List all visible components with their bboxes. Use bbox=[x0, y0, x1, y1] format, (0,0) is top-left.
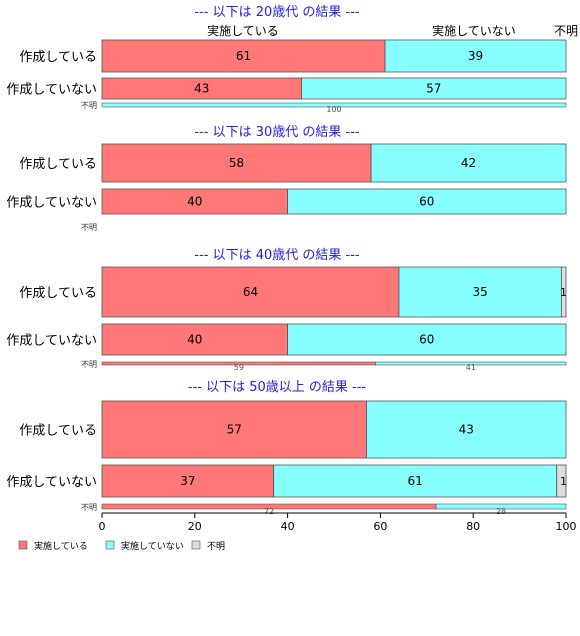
chart-group: --- 以下は 20歳代 の結果 --- 作成している 61 39 作成していない 43 5… bbox=[6, 5, 567, 114]
row-label: 作成している bbox=[19, 424, 97, 439]
bar-segment-not-implemented bbox=[101, 102, 567, 108]
bar-value-label: 41 bbox=[466, 363, 476, 372]
legend-swatch-implemented bbox=[18, 540, 28, 550]
legend-label-implemented: 実施している bbox=[34, 540, 88, 552]
bar-segment-implemented bbox=[101, 143, 372, 183]
group-title: --- 以下は 50歳以上 の結果 --- bbox=[188, 380, 367, 395]
legend: 実施している 実施していない 不明 bbox=[18, 540, 225, 552]
row-label: 作成していない bbox=[6, 196, 97, 211]
row-label: 作成している bbox=[19, 157, 97, 172]
bar-value-label: 60 bbox=[419, 333, 434, 347]
x-tick-label: 0 bbox=[99, 520, 106, 533]
bar-value-label: 43 bbox=[194, 82, 209, 96]
x-tick-label: 80 bbox=[466, 520, 480, 533]
row-label: 作成していない bbox=[6, 334, 97, 349]
x-tick-label: 60 bbox=[373, 520, 387, 533]
bar-segment-implemented bbox=[101, 39, 386, 73]
bar-value-label: 72 bbox=[264, 507, 274, 516]
bar-value-label: 40 bbox=[187, 195, 202, 209]
x-axis: 0 20 40 60 80 100 bbox=[99, 512, 577, 533]
group-title: --- 以下は 30歳代 の結果 --- bbox=[194, 125, 360, 140]
row-label: 作成している bbox=[19, 50, 97, 65]
chart-group: --- 以下は 30歳代 の結果 --- 作成している 58 42 作成していない 40 6… bbox=[6, 125, 567, 232]
bar-value-label: 37 bbox=[180, 474, 195, 488]
row-label: 不明 bbox=[81, 223, 97, 232]
legend-swatch-unknown bbox=[191, 540, 201, 550]
column-header-implemented: 実施している bbox=[207, 23, 279, 38]
bar-value-label: 42 bbox=[461, 156, 476, 170]
legend-label-unknown: 不明 bbox=[207, 541, 225, 552]
group-title: --- 以下は 20歳代 の結果 --- bbox=[194, 5, 360, 20]
row-label: 作成していない bbox=[6, 475, 97, 490]
bar-value-label: 57 bbox=[227, 423, 242, 437]
bar-value-label: 39 bbox=[468, 49, 483, 63]
bar-value-label: 58 bbox=[229, 156, 244, 170]
bar-value-label: 61 bbox=[408, 474, 423, 488]
bar-value-label: 35 bbox=[473, 285, 488, 299]
column-header-not-implemented: 実施していない bbox=[432, 23, 516, 38]
bar-segment-not-implemented bbox=[435, 503, 567, 510]
bar-value-label: 61 bbox=[236, 49, 251, 63]
bar-segment-not-implemented bbox=[398, 266, 562, 318]
bar-value-label: 60 bbox=[419, 195, 434, 209]
bar-segment-not-implemented bbox=[301, 77, 567, 100]
bar-segment-unknown bbox=[556, 464, 567, 498]
bar-value-label: 100 bbox=[326, 105, 341, 114]
chart-groups: --- 以下は 20歳代 の結果 --- 作成している 61 39 作成していない 43 5… bbox=[6, 5, 567, 516]
bar-segment-implemented bbox=[101, 266, 400, 318]
bar-segment-not-implemented bbox=[287, 188, 567, 215]
x-tick-label: 100 bbox=[556, 520, 577, 533]
bar-segment-not-implemented bbox=[287, 323, 567, 356]
bar-segment-not-implemented bbox=[384, 39, 567, 73]
bar-value-label: 40 bbox=[187, 333, 202, 347]
legend-label-not-implemented: 実施していない bbox=[121, 540, 184, 552]
bar-value-label: 64 bbox=[243, 285, 258, 299]
bar-value-label: 28 bbox=[496, 507, 506, 516]
bar-segment-not-implemented bbox=[375, 361, 567, 366]
bar-segment-implemented bbox=[101, 400, 367, 459]
bar-value-label: 43 bbox=[459, 423, 474, 437]
column-header-unknown: 不明 bbox=[554, 24, 578, 38]
row-label: 不明 bbox=[81, 101, 97, 110]
row-label: 不明 bbox=[81, 360, 97, 369]
bar-segment-implemented bbox=[101, 188, 289, 215]
row-label: 作成していない bbox=[6, 83, 97, 98]
bar-value-label: 1 bbox=[560, 475, 567, 488]
bar-value-label: 1 bbox=[560, 286, 567, 299]
bar-value-label: 57 bbox=[426, 82, 441, 96]
group-title: --- 以下は 40歳代 の結果 --- bbox=[194, 248, 360, 263]
column-headers: 実施している 実施していない 不明 bbox=[207, 23, 578, 38]
bar-value-label: 59 bbox=[234, 363, 244, 372]
bar-segment-not-implemented bbox=[370, 143, 567, 183]
x-tick-label: 20 bbox=[188, 520, 202, 533]
row-label: 作成している bbox=[19, 286, 97, 301]
chart-group: --- 以下は 40歳代 の結果 --- 作成している 64 35 1 作成していない 40… bbox=[6, 248, 567, 372]
bar-segment-unknown bbox=[560, 266, 567, 318]
chart-group: --- 以下は 50歳以上 の結果 --- 作成している 57 43 作成していない 37… bbox=[6, 380, 567, 516]
x-tick-label: 40 bbox=[281, 520, 295, 533]
legend-swatch-not-implemented bbox=[105, 540, 115, 550]
bar-segment-not-implemented bbox=[366, 400, 567, 459]
row-label: 不明 bbox=[81, 503, 97, 512]
